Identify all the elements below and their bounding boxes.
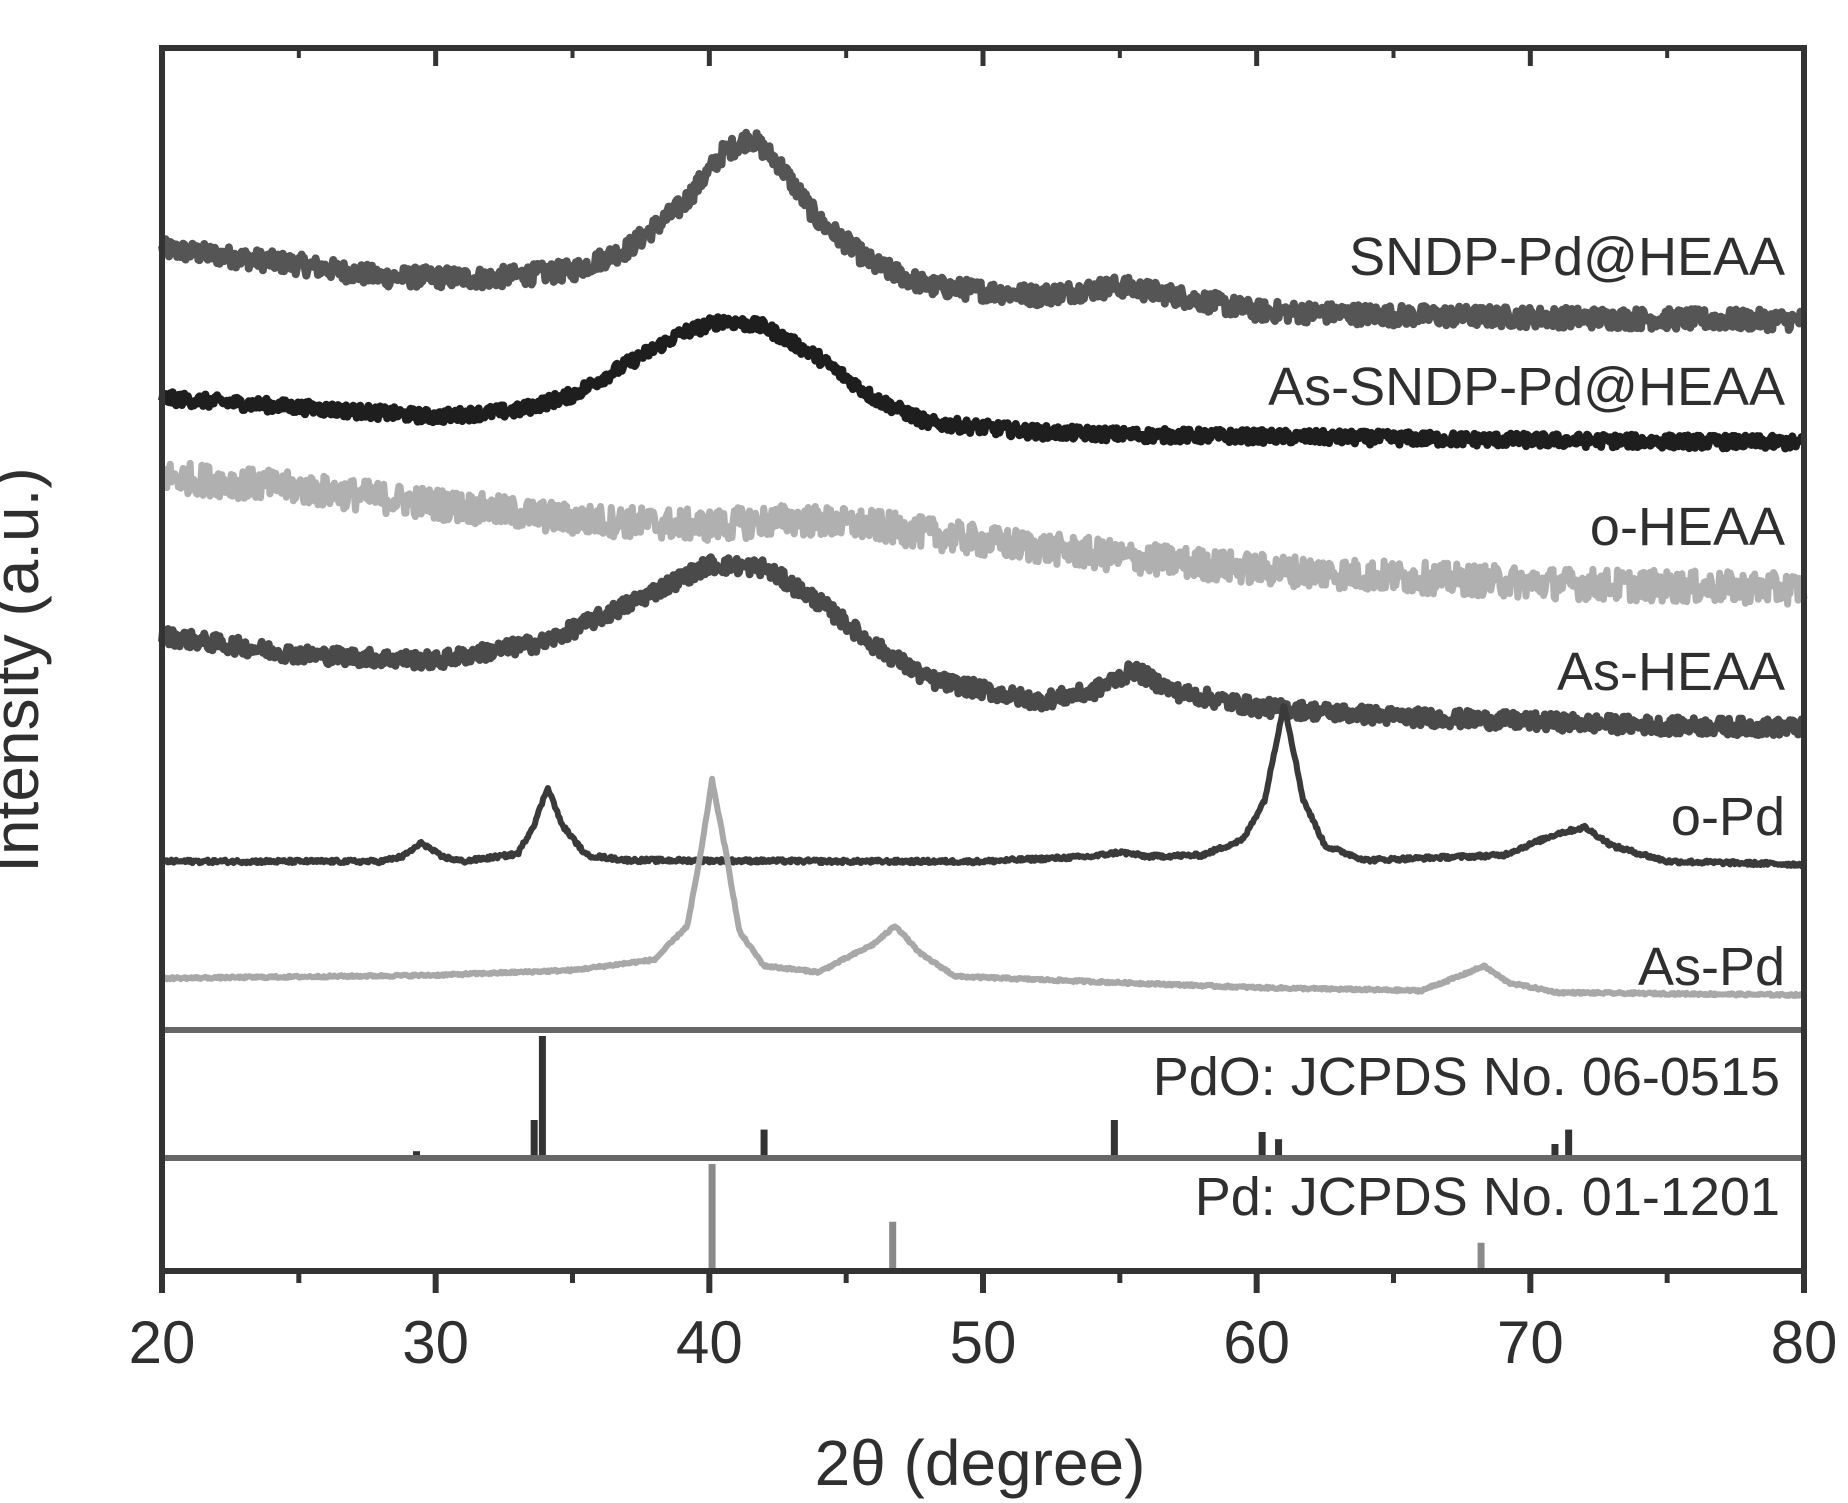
trace-sndp-pd-heaa <box>158 128 1807 335</box>
x-tick-label: 40 <box>676 1309 743 1376</box>
label-as-pd: As-Pd <box>1638 937 1785 997</box>
x-tick-label: 60 <box>1223 1309 1290 1376</box>
trace-as-sndp-pd-heaa <box>158 313 1808 453</box>
y-axis-label: Intensity (a.u.) <box>0 467 52 873</box>
label-o-heaa: o-HEAA <box>1590 497 1785 557</box>
x-tick-label: 70 <box>1497 1309 1564 1376</box>
label-sndp-pd-heaa: SNDP-Pd@HEAA <box>1349 227 1785 287</box>
trace-labels: SNDP-Pd@HEAA As-SNDP-Pd@HEAA o-HEAA As-HEAA… <box>1153 227 1785 1227</box>
x-tick-label: 30 <box>402 1309 469 1376</box>
label-as-sndp-pd-heaa: As-SNDP-Pd@HEAA <box>1268 357 1785 417</box>
x-tick-label: 20 <box>129 1309 196 1376</box>
xrd-traces <box>158 128 1808 999</box>
x-axis-label: 2θ (degree) <box>815 1427 1146 1499</box>
trace-as-heaa <box>158 553 1808 739</box>
trace-o-pd <box>159 703 1807 870</box>
x-tick-label: 50 <box>950 1309 1017 1376</box>
trace-o-heaa <box>159 459 1808 608</box>
trace-as-pd <box>159 775 1806 999</box>
label-o-pd: o-Pd <box>1671 787 1785 847</box>
x-axis-ticks: 20 30 40 50 60 70 80 <box>129 48 1838 1376</box>
reference-label: PdO: JCPDS No. 06-0515 <box>1153 1047 1780 1107</box>
label-as-heaa: As-HEAA <box>1557 642 1785 702</box>
x-tick-label: 80 <box>1771 1309 1838 1376</box>
reference-patterns <box>162 1027 1804 1269</box>
reference-label: Pd: JCPDS No. 01-1201 <box>1195 1167 1780 1227</box>
